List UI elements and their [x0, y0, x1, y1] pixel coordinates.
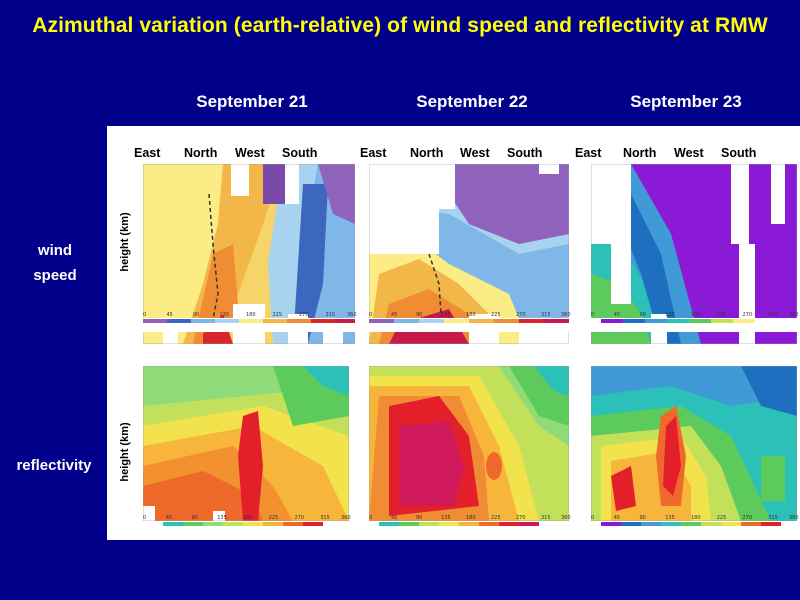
x-tick-label: 0 — [591, 515, 595, 521]
x-tick-label: 0 — [591, 312, 595, 318]
x-tick-label: 180 — [466, 312, 476, 318]
x-tick-label: 180 — [246, 312, 256, 318]
x-ticks-refl-sep21: 0 45 90 135 180 225 270 315 360 — [143, 515, 351, 521]
x-tick-label: 180 — [466, 515, 476, 521]
x-tick-label: 225 — [491, 515, 501, 521]
row-label-speed: speed — [33, 267, 77, 284]
x-tick-label: 315 — [768, 312, 778, 318]
x-tick-label: 270 — [516, 312, 526, 318]
day-label-sep23: September 23 — [630, 92, 742, 111]
x-tick-label: 225 — [268, 515, 279, 521]
reflectivity-colorbar-sep21 — [143, 521, 349, 533]
x-tick-label: 45 — [613, 515, 621, 521]
x-tick-label: 360 — [347, 312, 357, 318]
x-tick-label: 270 — [742, 312, 753, 318]
x-tick-label: 135 — [441, 312, 451, 318]
y-axis-label-top: height (km) — [119, 212, 131, 272]
dir-south: South — [721, 146, 757, 160]
wind-colorbar-sep22 — [369, 318, 569, 332]
figure-panel: height (km) height (km) East North West … — [107, 126, 800, 540]
x-tick-label: 90 — [193, 312, 200, 318]
x-tick-label: 315 — [768, 515, 778, 521]
x-ticks-refl-sep23: 0 45 90 135 180 225 270 315 360 — [591, 515, 799, 521]
x-tick-label: 45 — [165, 515, 173, 521]
reflectivity-plot-sep23 — [591, 366, 797, 521]
day-label-sep21: September 21 — [196, 92, 308, 111]
wind-colorbar-sep21 — [143, 318, 355, 332]
x-tick-label: 180 — [691, 312, 701, 318]
x-tick-label: 315 — [325, 312, 336, 318]
dir-south: South — [282, 146, 318, 160]
x-tick-label: 360 — [561, 515, 571, 521]
dir-north: North — [623, 146, 657, 160]
y-axis-label-bottom: height (km) — [119, 422, 131, 482]
x-tick-label: 360 — [561, 312, 571, 318]
x-tick-label: 135 — [219, 312, 230, 318]
dir-west: West — [235, 146, 265, 160]
x-tick-label: 90 — [416, 312, 423, 318]
x-tick-label: 360 — [789, 515, 799, 521]
reflectivity-colorbar-sep22 — [369, 521, 569, 533]
dir-west: West — [460, 146, 490, 160]
dir-south: South — [507, 146, 543, 160]
x-tick-label: 45 — [391, 515, 398, 521]
dir-north: North — [184, 146, 218, 160]
x-tick-label: 90 — [191, 515, 198, 521]
day-label-sep22: September 22 — [416, 92, 528, 111]
x-tick-label: 270 — [742, 515, 753, 521]
x-ticks-wind-sep22: 0 45 90 135 180 225 270 315 360 — [369, 312, 571, 318]
dir-east: East — [134, 146, 161, 160]
x-tick-label: 0 — [369, 515, 373, 521]
x-tick-label: 315 — [541, 312, 551, 318]
dir-east: East — [575, 146, 602, 160]
x-tick-label: 225 — [716, 312, 727, 318]
x-ticks-wind-sep23: 0 45 90 135 180 225 270 315 360 — [591, 312, 799, 318]
wind-plot-sep21 — [143, 164, 355, 344]
x-tick-label: 0 — [369, 312, 373, 318]
x-tick-label: 270 — [516, 515, 526, 521]
x-tick-label: 225 — [716, 515, 727, 521]
dir-north: North — [410, 146, 444, 160]
x-tick-label: 270 — [294, 515, 305, 521]
x-tick-label: 135 — [665, 312, 675, 318]
x-ticks-wind-sep21: 0 45 90 135 180 225 270 315 360 — [143, 312, 357, 318]
x-tick-label: 0 — [143, 515, 147, 521]
x-tick-label: 45 — [613, 312, 621, 318]
x-tick-label: 90 — [639, 312, 646, 318]
dir-west: West — [674, 146, 704, 160]
row-label-reflectivity: reflectivity — [16, 457, 92, 474]
x-tick-label: 360 — [789, 312, 799, 318]
x-ticks-refl-sep22: 0 45 90 135 180 225 270 315 360 — [369, 515, 571, 521]
slide-title: Azimuthal variation (earth-relative) of … — [32, 14, 768, 37]
reflectivity-plot-sep22 — [369, 366, 569, 521]
x-tick-label: 180 — [691, 515, 701, 521]
dir-east: East — [360, 146, 387, 160]
x-tick-label: 45 — [166, 312, 173, 318]
row-label-wind-speed: wind speed — [20, 238, 90, 288]
x-tick-label: 135 — [441, 515, 451, 521]
x-tick-label: 0 — [143, 312, 147, 318]
x-tick-label: 225 — [491, 312, 501, 318]
wind-colorbar-sep23 — [591, 318, 797, 332]
x-tick-label: 90 — [416, 515, 423, 521]
row-label-wind: wind — [37, 242, 73, 259]
x-tick-label: 270 — [299, 312, 309, 318]
reflectivity-plot-sep21 — [143, 366, 349, 521]
x-tick-label: 225 — [272, 312, 283, 318]
x-tick-label: 45 — [391, 312, 398, 318]
x-tick-label: 135 — [217, 515, 227, 521]
reflectivity-colorbar-sep23 — [591, 521, 797, 533]
x-tick-label: 315 — [541, 515, 551, 521]
x-tick-label: 360 — [341, 515, 351, 521]
x-tick-label: 90 — [639, 515, 646, 521]
x-tick-label: 135 — [665, 515, 675, 521]
x-tick-label: 180 — [243, 515, 253, 521]
x-tick-label: 315 — [320, 515, 330, 521]
